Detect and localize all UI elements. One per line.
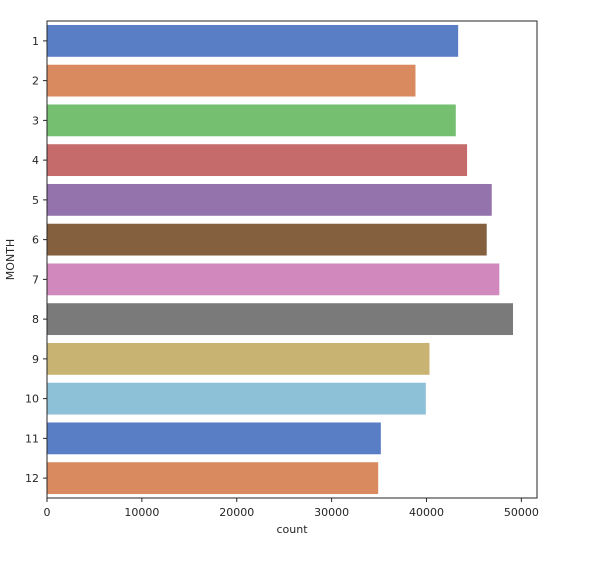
bar-month-10 (47, 383, 426, 415)
bar-month-11 (47, 422, 381, 454)
y-tick-label: 6 (32, 234, 39, 247)
y-tick-label: 10 (25, 393, 39, 406)
y-axis: 123456789101112 (25, 35, 47, 485)
bar-month-9 (47, 343, 430, 375)
x-tick-label: 50000 (504, 506, 539, 519)
bar-month-5 (47, 184, 492, 216)
x-axis-label: count (276, 523, 308, 536)
y-tick-label: 7 (32, 273, 39, 286)
x-tick-label: 10000 (124, 506, 159, 519)
bar-month-8 (47, 303, 513, 335)
bar-month-2 (47, 65, 415, 97)
bar-month-7 (47, 263, 499, 295)
x-axis: 0 10000 20000 30000 40000 50000 (44, 498, 539, 519)
y-tick-label: 11 (25, 432, 39, 445)
bar-month-12 (47, 462, 378, 494)
y-tick-label: 12 (25, 472, 39, 485)
y-tick-label: 5 (32, 194, 39, 207)
x-tick-label: 30000 (314, 506, 349, 519)
y-tick-label: 2 (32, 75, 39, 88)
y-tick-label: 3 (32, 114, 39, 127)
x-tick-label: 40000 (409, 506, 444, 519)
bar-month-3 (47, 104, 456, 136)
y-tick-label: 1 (32, 35, 39, 48)
bar-month-4 (47, 144, 467, 176)
y-tick-label: 8 (32, 313, 39, 326)
bar-month-1 (47, 25, 458, 57)
x-tick-label: 20000 (219, 506, 254, 519)
bar-month-6 (47, 224, 487, 256)
x-tick-label: 0 (44, 506, 51, 519)
bars-group (47, 25, 513, 494)
y-axis-label: MONTH (4, 239, 17, 280)
bar-chart: 123456789101112 010000200003000040000500… (0, 0, 603, 563)
y-tick-label: 9 (32, 353, 39, 366)
y-tick-label: 4 (32, 154, 39, 167)
